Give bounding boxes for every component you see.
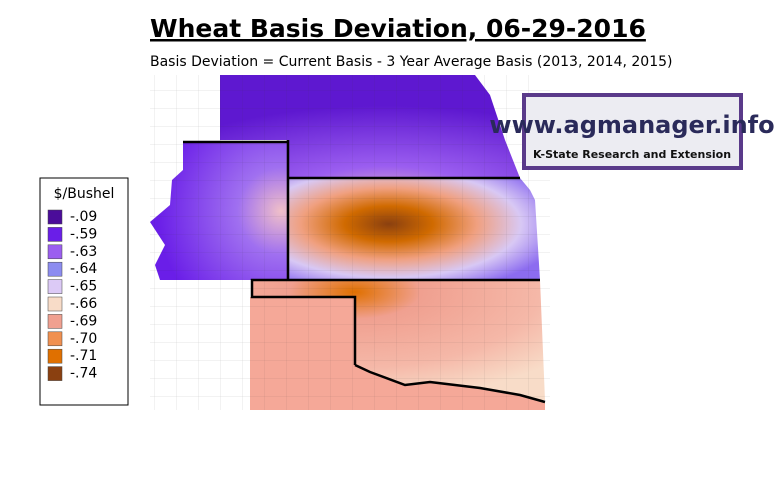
legend-swatch <box>47 244 63 260</box>
legend-label: -.71 <box>70 348 97 364</box>
legend-label: -.59 <box>70 226 97 242</box>
legend-swatch <box>47 261 63 277</box>
legend-label: -.70 <box>70 331 97 347</box>
legend-label: -.69 <box>70 313 97 329</box>
title: Wheat Basis Deviation, 06-29-2016 <box>150 14 646 43</box>
logo-box <box>522 93 743 170</box>
legend-label: -.64 <box>70 261 97 277</box>
legend-label: -.66 <box>70 296 97 312</box>
legend-label: -.65 <box>70 279 97 295</box>
legend-label: -.09 <box>70 209 97 225</box>
legend-swatch <box>47 209 63 225</box>
legend-swatch <box>47 279 63 294</box>
legend-swatch <box>47 227 63 242</box>
legend-swatch <box>47 314 63 329</box>
legend-swatch <box>47 331 63 347</box>
logo-url: www.agmanager.info <box>489 111 774 139</box>
state-borders <box>183 140 546 404</box>
legend-label: -.74 <box>70 366 97 382</box>
legend-swatch <box>47 366 63 381</box>
legend-title: $/Bushel <box>54 186 115 202</box>
legend-label: -.63 <box>70 244 97 260</box>
subtitle: Basis Deviation = Current Basis - 3 Year… <box>150 54 672 70</box>
logo: www.agmanager.info K-State Research and … <box>489 93 775 170</box>
county-lines <box>150 75 550 410</box>
legend-swatch <box>47 348 63 364</box>
legend-swatch <box>47 296 63 312</box>
logo-org: K-State Research and Extension <box>533 148 731 161</box>
map <box>150 75 550 410</box>
legend: $/Bushel -.09-.59 -.63-.64 -.65-.66-.69 -.7… <box>39 177 129 406</box>
